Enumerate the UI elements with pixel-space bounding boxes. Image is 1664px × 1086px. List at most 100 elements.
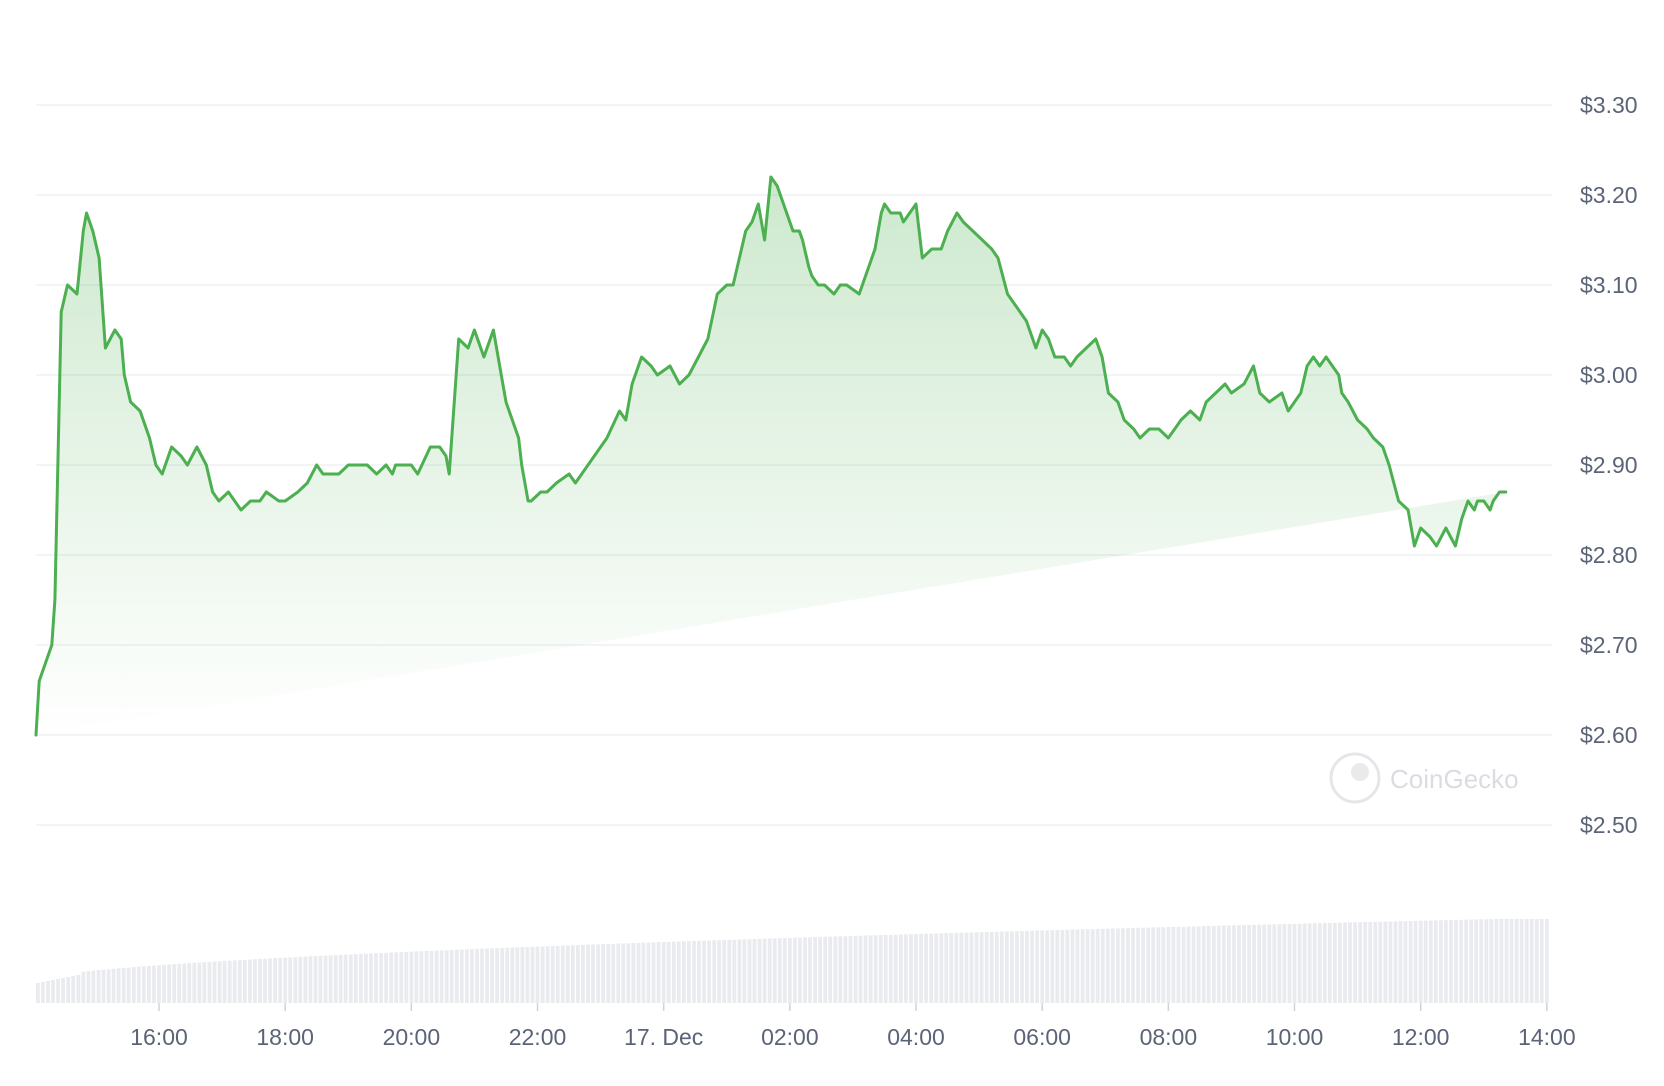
volume-bar (71, 976, 76, 1003)
volume-bar (621, 943, 626, 1003)
volume-bar (1227, 925, 1231, 1003)
volume-bar (1534, 919, 1539, 1003)
volume-bar (197, 962, 202, 1003)
volume-bar (419, 951, 424, 1003)
volume-bar (1090, 929, 1095, 1003)
volume-bar (116, 968, 121, 1003)
volume-bar (1388, 921, 1393, 1003)
volume-bar (727, 939, 732, 1003)
volume-bar (722, 940, 727, 1003)
volume-bar (1529, 919, 1534, 1003)
volume-bar (273, 958, 277, 1003)
x-tick-label: 22:00 (509, 1024, 567, 1050)
volume-bar (1267, 924, 1272, 1003)
volume-bar (1348, 922, 1352, 1003)
volume-bar (66, 977, 71, 1003)
volume-bar (1327, 922, 1332, 1003)
volume-bar (1015, 931, 1019, 1003)
volume-bar (404, 951, 409, 1003)
volume-bar (666, 941, 671, 1003)
price-area-fill (36, 177, 1506, 735)
volume-bar (1252, 924, 1256, 1003)
volume-bar (318, 955, 323, 1003)
volume-bar (1459, 919, 1463, 1003)
volume-bar (646, 942, 651, 1003)
volume-bar (1247, 925, 1251, 1003)
volume-bar (550, 946, 555, 1003)
volume-bar (934, 933, 939, 1003)
volume-bar (1383, 921, 1388, 1003)
volume-bar (111, 968, 116, 1003)
volume-bar (379, 953, 383, 1003)
volume-bar (51, 980, 55, 1003)
volume-bar (288, 957, 293, 1003)
volume-bar (601, 944, 605, 1003)
volume-bar (495, 948, 499, 1003)
volume-bar (1545, 919, 1549, 1003)
volume-bar (606, 944, 611, 1003)
volume-bar (1297, 923, 1302, 1003)
volume-bar (1277, 924, 1282, 1003)
volume-bar (803, 937, 807, 1003)
volume-bar (747, 939, 752, 1003)
volume-bar (454, 949, 459, 1003)
volume-bar (1413, 920, 1418, 1003)
volume-bar (414, 951, 419, 1003)
y-tick-label: $2.80 (1580, 542, 1638, 568)
volume-bar (924, 933, 928, 1003)
y-tick-label: $2.70 (1580, 632, 1638, 658)
volume-bar (1428, 920, 1433, 1003)
volume-bar (1418, 920, 1423, 1003)
volume-bar (217, 961, 222, 1003)
volume-bar (268, 958, 272, 1003)
volume-bar (1105, 928, 1110, 1003)
volume-bar (1222, 925, 1226, 1003)
x-tick-label: 17. Dec (624, 1024, 703, 1050)
volume-bar (510, 947, 515, 1003)
volume-bar (1181, 926, 1186, 1003)
volume-bar (1005, 931, 1009, 1003)
volume-bar (1449, 920, 1453, 1003)
volume-bar (429, 950, 434, 1003)
volume-bar (459, 949, 464, 1003)
volume-bar (671, 941, 676, 1003)
volume-bar (1499, 919, 1504, 1003)
volume-bar (576, 945, 580, 1003)
volume-bar (131, 967, 136, 1003)
x-tick-label: 10:00 (1266, 1024, 1324, 1050)
volume-bar (152, 965, 156, 1003)
volume-bar (1433, 920, 1438, 1003)
volume-bar (1524, 919, 1529, 1003)
volume-bar (293, 957, 298, 1003)
volume-bar (651, 942, 656, 1003)
volume-bar (212, 961, 217, 1003)
volume-bar (1196, 926, 1201, 1003)
volume-bar (1504, 919, 1509, 1003)
volume-bar (126, 967, 131, 1003)
volume-bar (1085, 929, 1090, 1003)
volume-bar (893, 934, 898, 1003)
volume-bar (772, 938, 777, 1003)
volume-bar (1262, 924, 1267, 1003)
volume-bar (591, 944, 595, 1003)
volume-bar (1176, 926, 1181, 1003)
x-tick-label: 20:00 (383, 1024, 441, 1050)
volume-bar (222, 961, 227, 1003)
volume-bar (1075, 929, 1080, 1003)
volume-bar (1070, 929, 1075, 1003)
volume-bar (767, 938, 772, 1003)
volume-bar (1050, 930, 1055, 1003)
volume-bar (434, 950, 439, 1003)
volume-bar (242, 959, 247, 1003)
volume-bar (535, 946, 540, 1003)
volume-bar (76, 975, 81, 1003)
volume-bar (853, 935, 858, 1003)
volume-bar (974, 932, 979, 1003)
y-tick-label: $2.90 (1580, 452, 1638, 478)
volume-bar (1211, 925, 1216, 1003)
volume-bar (192, 962, 197, 1003)
volume-bar (323, 955, 328, 1003)
volume-bar (1242, 925, 1246, 1003)
price-series-line (34, 175, 1508, 737)
